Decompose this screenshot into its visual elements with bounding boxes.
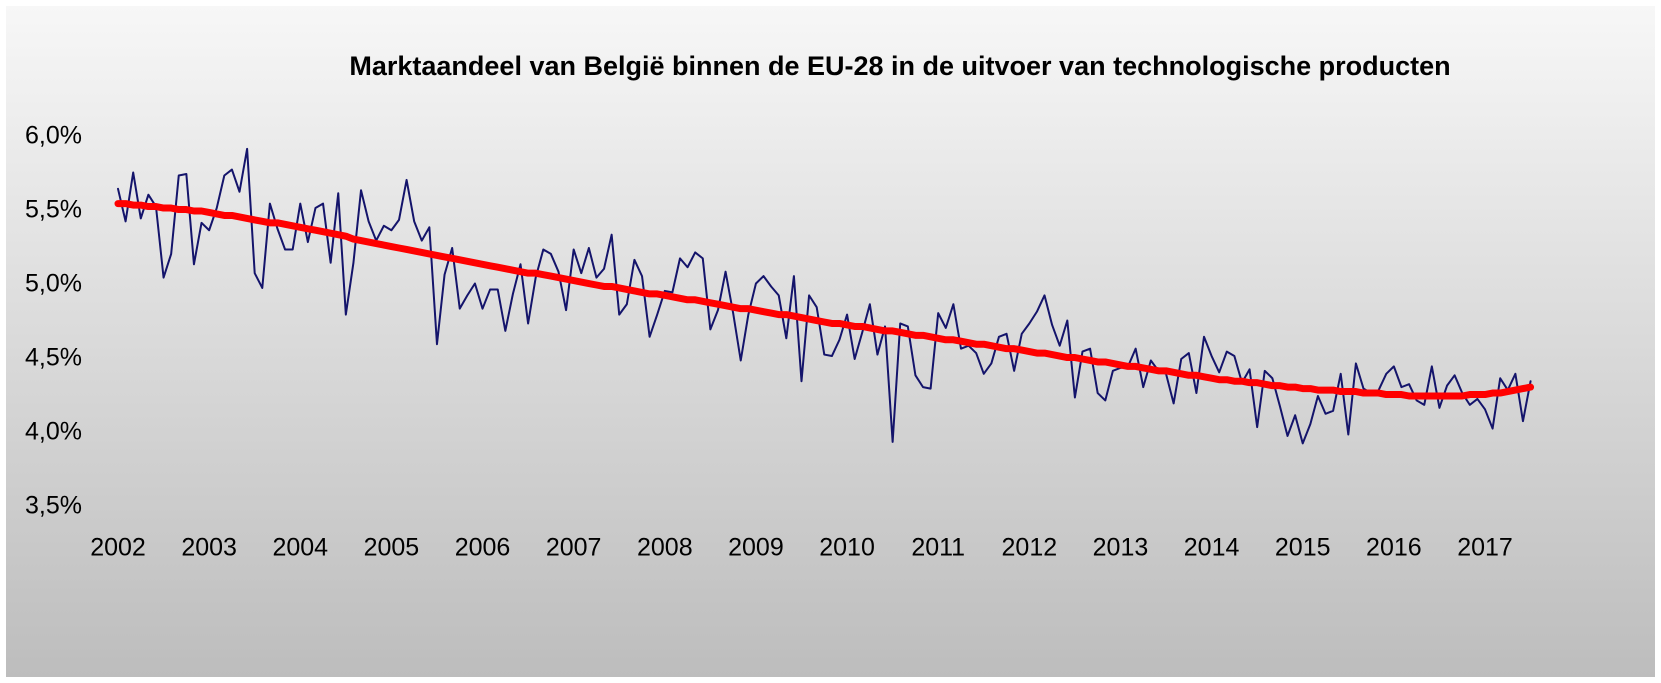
x-tick-label: 2010	[819, 534, 875, 562]
y-tick-label: 3,5%	[25, 492, 82, 520]
y-tick-label: 5,0%	[25, 270, 82, 298]
x-tick-label: 2012	[1002, 534, 1058, 562]
x-tick-label: 2008	[637, 534, 693, 562]
y-tick-label: 5,5%	[25, 196, 82, 224]
x-tick-label: 2004	[272, 534, 328, 562]
y-tick-label: 4,0%	[25, 418, 82, 446]
x-tick-label: 2005	[364, 534, 420, 562]
x-tick-label: 2003	[181, 534, 237, 562]
x-tick-label: 2002	[90, 534, 146, 562]
x-tick-label: 2016	[1366, 534, 1422, 562]
series-line	[114, 200, 1535, 400]
chart-background	[6, 6, 1655, 677]
x-tick-label: 2014	[1184, 534, 1240, 562]
y-tick-label: 6,0%	[25, 122, 82, 150]
y-tick-label: 4,5%	[25, 344, 82, 372]
x-tick-label: 2011	[911, 534, 965, 562]
chart-title: Marktaandeel van België binnen de EU-28 …	[349, 51, 1450, 81]
x-tick-label: 2013	[1093, 534, 1149, 562]
x-tick-label: 2007	[546, 534, 602, 562]
x-tick-label: 2015	[1275, 534, 1331, 562]
x-tick-label: 2017	[1457, 534, 1513, 562]
x-tick-label: 2009	[728, 534, 784, 562]
x-tick-label: 2006	[455, 534, 511, 562]
series-line	[117, 147, 1532, 445]
